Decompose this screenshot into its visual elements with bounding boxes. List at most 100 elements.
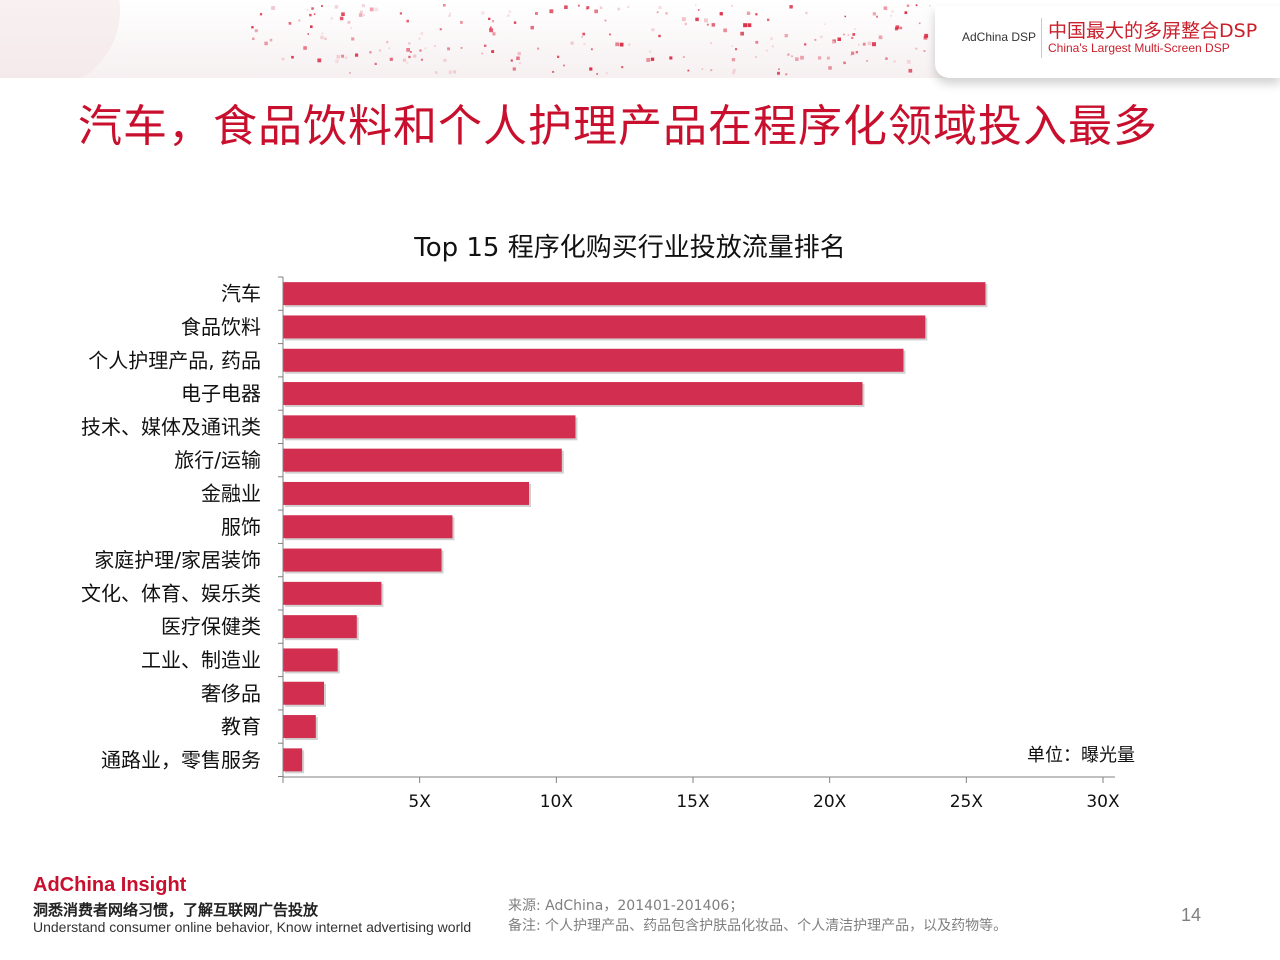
decorative-dot bbox=[665, 12, 668, 15]
decorative-dot bbox=[406, 62, 409, 64]
decorative-dot bbox=[443, 4, 446, 7]
decorative-dot bbox=[291, 55, 294, 59]
decorative-dot bbox=[330, 17, 333, 20]
decorative-dot bbox=[800, 55, 804, 60]
bar bbox=[283, 581, 382, 605]
decorative-dot bbox=[386, 40, 389, 44]
decorative-dot bbox=[510, 59, 513, 62]
decorative-dot bbox=[324, 37, 327, 40]
category-label: 奢侈品 bbox=[201, 681, 261, 705]
decorative-dot bbox=[264, 41, 268, 46]
decorative-dot bbox=[820, 35, 823, 39]
decorative-dot bbox=[906, 4, 910, 7]
decorative-dot bbox=[517, 52, 521, 56]
source-line: 来源: AdChina，201401-201406； bbox=[508, 898, 744, 914]
decorative-dot bbox=[345, 56, 348, 59]
category-label: 通路业，零售服务 bbox=[101, 748, 261, 772]
x-tick-label: 15X bbox=[676, 792, 710, 812]
decorative-dot bbox=[317, 58, 322, 63]
category-label: 食品饮料 bbox=[181, 315, 261, 339]
decorative-dot bbox=[843, 61, 846, 65]
decorative-dot bbox=[755, 13, 758, 16]
decorative-dot bbox=[747, 23, 752, 28]
decorative-dot bbox=[374, 62, 377, 65]
decorative-dot bbox=[743, 23, 748, 28]
decorative-dot bbox=[582, 32, 586, 36]
bar bbox=[283, 315, 926, 339]
decorative-dot bbox=[583, 43, 586, 46]
decorative-dot bbox=[491, 50, 495, 53]
decorative-dot bbox=[589, 67, 593, 71]
decorative-dot bbox=[867, 41, 872, 46]
category-label: 汽车 bbox=[221, 282, 261, 306]
decorative-dot bbox=[510, 59, 513, 62]
decorative-dot bbox=[789, 5, 793, 9]
decorative-dot bbox=[650, 57, 655, 61]
decorative-dot bbox=[254, 29, 258, 33]
decorative-dot bbox=[269, 38, 273, 42]
decorative-dot bbox=[252, 37, 255, 40]
decorative-dot bbox=[363, 14, 365, 17]
decorative-dot bbox=[710, 69, 713, 72]
decorative-dot bbox=[355, 53, 359, 57]
decorative-dot bbox=[537, 47, 540, 50]
bar bbox=[283, 348, 904, 372]
category-label: 家庭护理/家居装饰 bbox=[94, 548, 261, 572]
decorative-dot bbox=[814, 39, 817, 41]
decorative-dot bbox=[899, 26, 903, 30]
decorative-dot bbox=[866, 60, 868, 62]
x-tick-label: 25X bbox=[950, 792, 984, 812]
decorative-dot bbox=[915, 4, 918, 7]
footer-tagline-en: Understand consumer online behavior, Kno… bbox=[33, 919, 472, 935]
decorative-dot bbox=[434, 71, 438, 74]
decorative-dot bbox=[656, 11, 659, 14]
decorative-dot bbox=[844, 15, 846, 18]
decorative-dot bbox=[516, 56, 520, 60]
decorative-dot bbox=[507, 14, 510, 17]
decorative-dot bbox=[492, 32, 496, 36]
decorative-dot bbox=[604, 19, 607, 22]
decorative-dot bbox=[310, 25, 313, 28]
bar bbox=[283, 448, 562, 472]
decorative-dot bbox=[448, 70, 452, 74]
brand-box bbox=[935, 6, 1280, 78]
unit-label: 单位：曝光量 bbox=[1027, 745, 1135, 766]
decorative-dot bbox=[735, 48, 738, 51]
decorative-dot bbox=[698, 9, 700, 11]
decorative-dot bbox=[489, 28, 494, 33]
decorative-dot bbox=[311, 7, 314, 10]
decorative-dot bbox=[306, 8, 309, 11]
category-label: 文化、体育、娱乐类 bbox=[81, 581, 261, 605]
decorative-dot bbox=[374, 7, 378, 12]
remark-line: 备注: 个人护理产品、药品包含护肤品化妆品、个人清洁护理产品，以及药物等。 bbox=[508, 918, 1008, 934]
decorative-dot bbox=[854, 28, 857, 31]
decorative-dot bbox=[847, 34, 850, 36]
decorative-dot bbox=[619, 42, 624, 47]
decorative-dot bbox=[563, 64, 565, 67]
decorative-dot bbox=[488, 17, 491, 20]
decorative-dot bbox=[767, 18, 770, 21]
decorative-dot bbox=[399, 12, 402, 15]
decorative-dot bbox=[481, 52, 483, 55]
decorative-dot bbox=[439, 28, 442, 31]
decorative-dot bbox=[409, 51, 412, 53]
decorative-dot bbox=[359, 10, 363, 14]
decorative-dot bbox=[434, 45, 436, 47]
decorative-dot bbox=[484, 44, 487, 47]
decorative-dot bbox=[648, 50, 652, 53]
decorative-dot bbox=[740, 31, 744, 36]
decorative-dot bbox=[731, 58, 736, 62]
brand-tagline-cn: 中国最大的多屏整合DSP bbox=[1048, 20, 1258, 42]
category-label: 工业、制造业 bbox=[141, 648, 261, 672]
bar bbox=[283, 481, 529, 505]
decorative-dot bbox=[906, 59, 911, 64]
x-tick-label: 20X bbox=[813, 792, 847, 812]
decorative-dot bbox=[746, 11, 751, 15]
decorative-dot bbox=[681, 17, 686, 22]
decorative-dot bbox=[695, 17, 699, 22]
decorative-dot bbox=[518, 62, 521, 64]
decorative-dot bbox=[918, 22, 921, 25]
decorative-dot bbox=[361, 4, 365, 8]
decorative-dots bbox=[0, 0, 931, 78]
decorative-dot bbox=[915, 47, 918, 50]
